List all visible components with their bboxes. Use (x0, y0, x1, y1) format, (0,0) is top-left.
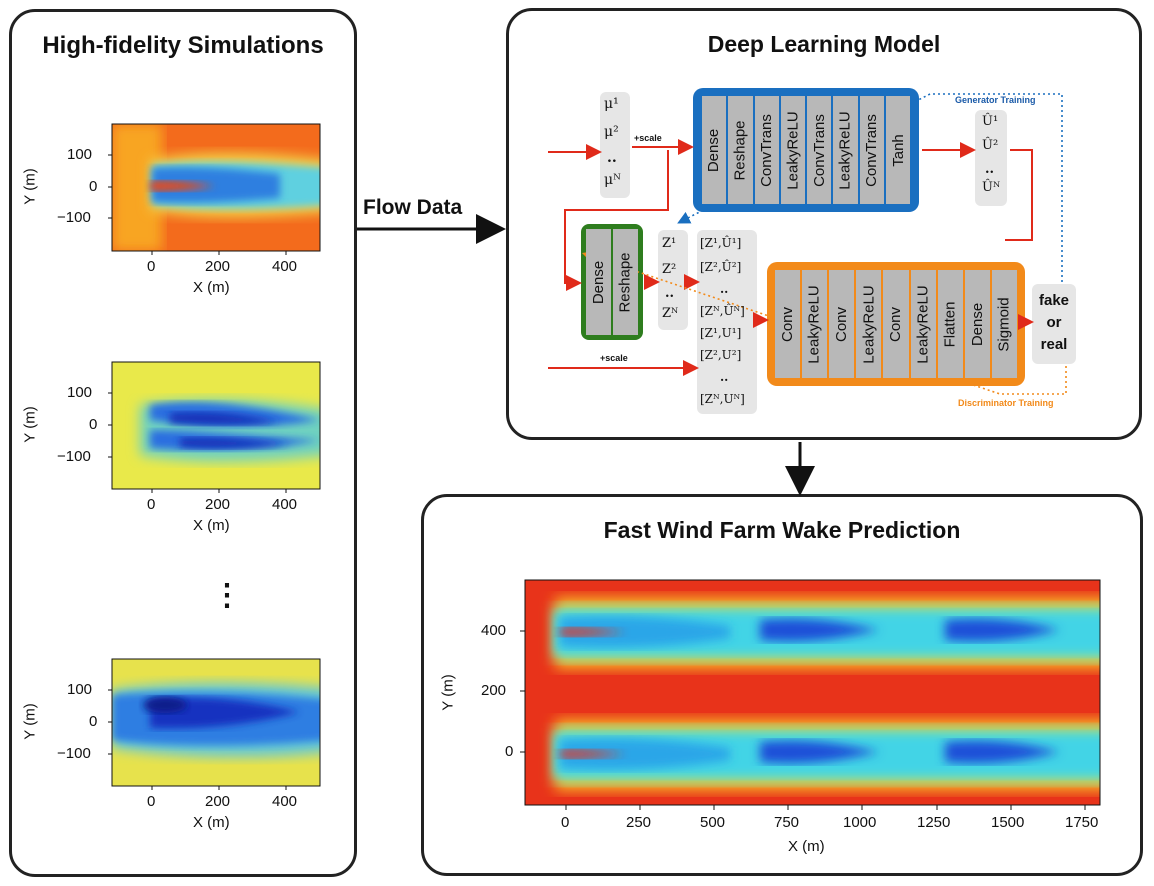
mu-n: μᴺ (604, 172, 621, 188)
model-title: Deep Learning Model (707, 31, 941, 57)
generator-layer-8: Tanh (885, 96, 910, 204)
mu-1: μ¹ (604, 96, 619, 112)
embedding-layers: Dense Reshape (586, 229, 638, 335)
embedding-layer-1: Dense (586, 229, 611, 335)
pred-xtick-1250: 1250 (917, 814, 951, 831)
uhat-dots: ․․ (985, 162, 995, 177)
discriminator-layer-9: Sigmoid (991, 270, 1017, 378)
pair-fake-1: [Z¹,Û¹] (700, 236, 742, 250)
sim2-ytick-100: 100 (67, 384, 93, 401)
sim2-xtick-200: 200 (205, 496, 231, 513)
sim1-ytick-m100: −100 (57, 209, 91, 226)
pred-xtick-1750: 1750 (1065, 814, 1099, 831)
discriminator-layer-1: Conv (775, 270, 801, 378)
uhat-2: Û² (982, 138, 999, 153)
discriminator-layer-4: LeakyReLU (856, 270, 882, 378)
discriminator-layer-8: Dense (964, 270, 990, 378)
generator-layer-4: LeakyReLU (780, 96, 805, 204)
generator-layers: Dense Reshape ConvTrans LeakyReLU ConvTrans L… (702, 96, 910, 204)
discriminator-layers: Conv LeakyReLU Conv LeakyReLU Conv LeakyReLU F… (775, 270, 1017, 378)
pair-real-1: [Z¹,U¹] (700, 326, 742, 340)
generator-layer-1: Dense (702, 96, 727, 204)
sim-field-1 (112, 124, 320, 251)
pair-fake-n: [Zᴺ,Ûᴺ] (700, 304, 745, 318)
pair-fake-dots: ․․ (720, 282, 729, 296)
sim3-xtick-200: 200 (205, 793, 231, 810)
output-or: or (1046, 314, 1062, 331)
sim3-xtick-0: 0 (147, 793, 156, 810)
prediction-title: Fast Wind Farm Wake Prediction (603, 517, 961, 543)
sim3-xlabel: X (m) (193, 814, 230, 831)
discriminator-layer-7: Flatten (937, 270, 963, 378)
pred-xtick-1000: 1000 (843, 814, 877, 831)
generator-layer-7: ConvTrans (859, 96, 884, 204)
sim1-xlabel: X (m) (193, 279, 230, 296)
mu-2: μ² (604, 124, 619, 140)
sim2-xtick-0: 0 (147, 496, 156, 513)
pred-ytick-400: 400 (481, 622, 507, 639)
z-2: Z² (662, 262, 677, 277)
generator-layer-5: ConvTrans (807, 96, 832, 204)
sim2-xtick-400: 400 (272, 496, 298, 513)
z-1: Z¹ (662, 236, 677, 251)
pred-xtick-500: 500 (700, 814, 726, 831)
sim-field-3 (112, 659, 320, 786)
sim1-xtick-0: 0 (147, 258, 156, 275)
discriminator-layer-5: Conv (883, 270, 909, 378)
discriminator-layer-2: LeakyReLU (802, 270, 828, 378)
sim1-xtick-400: 400 (272, 258, 298, 275)
generator-layer-3: ConvTrans (754, 96, 779, 204)
sim2-ytick-0: 0 (89, 416, 98, 433)
uhat-1: Û¹ (982, 114, 999, 129)
pred-xtick-750: 750 (774, 814, 800, 831)
discriminator-training-label: Discriminator Training (958, 398, 1054, 408)
discriminator-layer-6: LeakyReLU (910, 270, 936, 378)
sim1-ytick-0: 0 (89, 178, 98, 195)
sim3-ytick-100: 100 (67, 681, 93, 698)
embedding-layer-2: Reshape (613, 229, 638, 335)
pair-real-2: [Z²,U²] (700, 348, 742, 362)
generator-layer-6: LeakyReLU (833, 96, 858, 204)
sim3-xtick-400: 400 (272, 793, 298, 810)
scale-label-1: +scale (634, 133, 662, 143)
z-dots: ․․ (665, 286, 675, 301)
output-fake: fake (1038, 292, 1070, 309)
pair-real-dots: ․․ (720, 370, 729, 384)
sim-field-2 (112, 362, 320, 489)
output-real: real (1040, 336, 1068, 353)
prediction-field (525, 580, 1100, 805)
pred-ytick-0: 0 (505, 743, 514, 760)
sim3-ytick-0: 0 (89, 713, 98, 730)
mu-dots: ․․ (607, 150, 617, 166)
pred-xlabel: X (m) (788, 838, 825, 855)
pred-xtick-250: 250 (626, 814, 652, 831)
sim1-xtick-200: 200 (205, 258, 231, 275)
z-n: Zᴺ (662, 306, 679, 321)
sim3-ytick-m100: −100 (57, 745, 91, 762)
sim2-xlabel: X (m) (193, 517, 230, 534)
sim2-ytick-m100: −100 (57, 448, 91, 465)
generator-training-label: Generator Training (955, 95, 1036, 105)
uhat-n: Ûᴺ (982, 180, 1001, 195)
pred-xtick-1500: 1500 (991, 814, 1025, 831)
simulations-title: High-fidelity Simulations (42, 32, 324, 59)
pred-xtick-0: 0 (561, 814, 570, 831)
generator-layer-2: Reshape (728, 96, 753, 204)
discriminator-layer-3: Conv (829, 270, 855, 378)
pair-fake-2: [Z²,Û²] (700, 260, 742, 274)
sim1-ytick-100: 100 (67, 146, 93, 163)
flow-data-label: Flow Data (363, 196, 463, 219)
more-simulations-ellipsis: ⋮ (212, 579, 242, 612)
pair-real-n: [Zᴺ,Uᴺ] (700, 392, 745, 406)
pred-ytick-200: 200 (481, 682, 507, 699)
scale-label-2: +scale (600, 353, 628, 363)
pred-ylabel: Y (m) (439, 674, 457, 711)
